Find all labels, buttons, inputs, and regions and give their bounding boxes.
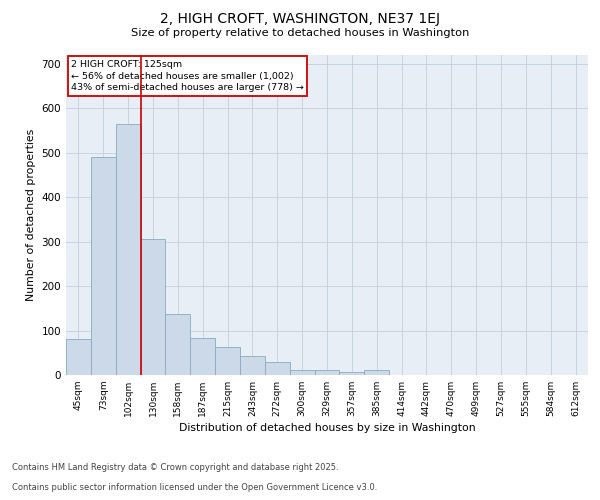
Bar <box>340 372 364 375</box>
Bar <box>140 238 166 375</box>
Bar <box>166 314 190 375</box>
Bar <box>116 124 140 375</box>
Bar <box>190 338 215 375</box>
Bar <box>314 370 340 375</box>
Text: 2, HIGH CROFT, WASHINGTON, NE37 1EJ: 2, HIGH CROFT, WASHINGTON, NE37 1EJ <box>160 12 440 26</box>
Text: Contains HM Land Registry data © Crown copyright and database right 2025.: Contains HM Land Registry data © Crown c… <box>12 464 338 472</box>
Bar <box>91 157 116 375</box>
Y-axis label: Number of detached properties: Number of detached properties <box>26 129 36 301</box>
Bar <box>265 362 290 375</box>
Text: Contains public sector information licensed under the Open Government Licence v3: Contains public sector information licen… <box>12 484 377 492</box>
Bar <box>240 356 265 375</box>
Bar <box>290 370 314 375</box>
Text: Size of property relative to detached houses in Washington: Size of property relative to detached ho… <box>131 28 469 38</box>
Text: 2 HIGH CROFT: 125sqm
← 56% of detached houses are smaller (1,002)
43% of semi-de: 2 HIGH CROFT: 125sqm ← 56% of detached h… <box>71 60 304 92</box>
Bar <box>364 370 389 375</box>
Bar <box>66 340 91 375</box>
Bar <box>215 348 240 375</box>
X-axis label: Distribution of detached houses by size in Washington: Distribution of detached houses by size … <box>179 423 475 433</box>
